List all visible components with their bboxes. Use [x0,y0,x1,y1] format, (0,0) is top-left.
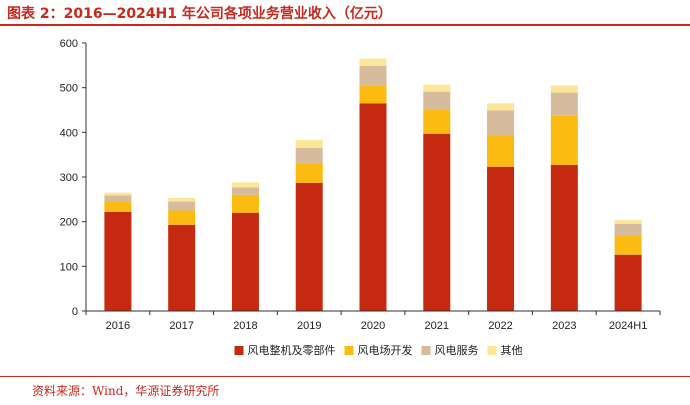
bar-2021-series-1 [423,109,451,134]
bar-2016-series-1 [104,201,132,212]
bar-2024H1-series-1 [614,235,642,255]
bar-2024H1-series-0 [614,254,642,311]
bar-2016-series-2 [104,195,132,202]
x-tick-label: 2023 [552,320,576,332]
bar-layer [104,58,642,311]
bar-2019-series-1 [295,163,323,183]
bar-2018-series-3 [231,182,259,188]
x-tick-label: 2021 [425,320,449,332]
bar-2023-series-3 [550,85,578,93]
title-rule [0,24,690,26]
legend-swatch-0 [234,346,244,355]
bar-2017-series-0 [168,224,196,311]
y-tick-label: 0 [72,306,78,318]
legend-swatch-3 [487,346,497,355]
bar-2022-series-2 [487,110,515,136]
x-tick-label: 2020 [361,320,385,332]
bar-2018-series-0 [231,212,259,311]
bar-2023-series-0 [550,164,578,311]
bar-2020-series-3 [359,58,387,66]
bar-2020-series-2 [359,65,387,86]
legend-label-3: 其他 [501,344,523,357]
bar-2020-series-1 [359,85,387,104]
x-tick-label: 2024H1 [609,320,648,332]
x-tick-label: 2016 [106,320,130,332]
bar-2021-series-2 [423,91,451,110]
legend: 风电整机及零部件 风电场开发 风电服务 其他 [234,343,523,357]
bar-2024H1-series-2 [614,223,642,236]
bar-2023-series-2 [550,92,578,116]
bar-2022-series-0 [487,166,515,311]
y-tick-label: 200 [60,217,78,229]
legend-swatch-2 [421,346,431,355]
bar-2022-series-1 [487,135,515,167]
x-tick-label: 2019 [297,320,321,332]
stacked-bar-chart: 0 100 200 300 400 500 600 2016 2017 2018 2019 2020 2… [60,38,661,357]
x-tick-label: 2018 [233,320,257,332]
bar-2019-series-3 [295,139,323,148]
legend-label-1: 风电场开发 [358,343,413,357]
bar-2018-series-2 [231,187,259,195]
y-tick-label: 500 [60,83,78,95]
bar-2018-series-1 [231,194,259,213]
bar-2021-series-0 [423,133,451,311]
bar-2024H1-series-3 [614,219,642,224]
bar-2022-series-3 [487,103,515,111]
bar-2019-series-0 [295,182,323,311]
y-tick-label: 600 [60,38,78,50]
bar-2021-series-3 [423,84,451,92]
bar-2020-series-0 [359,103,387,311]
legend-label-0: 风电整机及零部件 [248,343,336,357]
bar-2016-series-0 [104,211,132,311]
legend-swatch-1 [344,346,354,355]
bar-2019-series-2 [295,147,323,164]
y-tick-label: 300 [60,172,78,184]
bar-2017-series-2 [168,201,196,211]
chart-title: 图表 2：2016—2024H1 年公司各项业务营业收入（亿元） [7,6,392,22]
x-tick-label: 2022 [488,320,512,332]
y-tick-label: 400 [60,127,78,139]
y-tick-label: 100 [60,261,78,273]
legend-label-2: 风电服务 [435,344,479,357]
bar-2017-series-3 [168,197,196,202]
bar-2023-series-1 [550,115,578,165]
bar-2016-series-3 [104,192,132,196]
bar-2017-series-1 [168,210,196,225]
source-rule [0,376,690,377]
axes-layer: 0 100 200 300 400 500 600 2016 2017 2018 2019 2020 2… [60,38,661,332]
x-tick-label: 2017 [169,320,193,332]
source-note: 资料来源：Wind，华源证券研究所 [32,384,220,398]
